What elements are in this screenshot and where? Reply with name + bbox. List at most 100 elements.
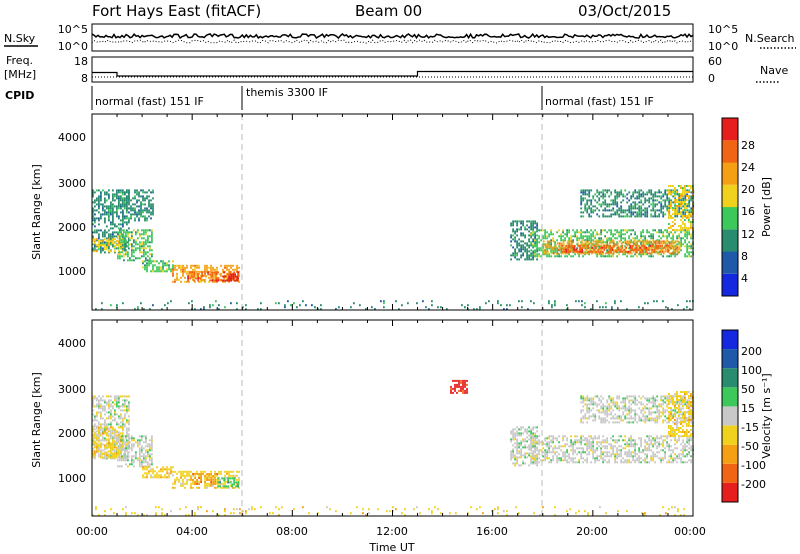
velocity-cell bbox=[552, 459, 554, 462]
velocity-cell bbox=[622, 401, 625, 404]
velocity-cell bbox=[546, 449, 548, 452]
power-cell bbox=[100, 193, 102, 196]
power-cell bbox=[96, 217, 98, 220]
power-cell bbox=[670, 246, 673, 249]
velocity-cell bbox=[131, 443, 133, 446]
velocity-cell bbox=[218, 482, 220, 485]
velocity-cell bbox=[596, 457, 598, 460]
velocity-cell bbox=[652, 439, 654, 442]
power-cell bbox=[112, 217, 114, 220]
power-cell bbox=[108, 193, 110, 196]
velocity-cell bbox=[580, 439, 582, 442]
power-cell bbox=[128, 201, 130, 204]
velocity-cell bbox=[186, 480, 188, 483]
power-cell bbox=[520, 244, 522, 247]
velocity-cell bbox=[644, 461, 646, 464]
power-cell bbox=[662, 240, 665, 243]
power-cell bbox=[562, 252, 565, 255]
velocity-cell bbox=[217, 485, 219, 488]
velocity-cell bbox=[602, 459, 604, 462]
power-cell bbox=[688, 229, 690, 231]
velocity-cell bbox=[534, 439, 536, 442]
power-cell bbox=[146, 191, 148, 194]
power-cell bbox=[192, 278, 194, 281]
velocity-cell bbox=[600, 421, 603, 424]
power-cell bbox=[620, 205, 623, 208]
velocity-cell bbox=[606, 401, 609, 404]
velocity-cell bbox=[512, 450, 514, 453]
power-cell bbox=[112, 211, 114, 214]
power-cell bbox=[98, 197, 100, 200]
power-cell bbox=[150, 217, 152, 220]
velocity-cell bbox=[584, 417, 587, 420]
velocity-cell bbox=[128, 445, 130, 448]
velocity-cell bbox=[110, 421, 112, 424]
power-cell bbox=[534, 226, 536, 229]
velocity-cell bbox=[124, 409, 126, 412]
power-cell bbox=[151, 241, 153, 244]
power-cell bbox=[126, 223, 128, 226]
power-cell bbox=[548, 300, 550, 303]
power-cell bbox=[193, 273, 195, 276]
power-cell bbox=[120, 247, 122, 250]
n-sky-label: N.Sky bbox=[4, 32, 36, 45]
power-cell bbox=[141, 241, 143, 244]
power-cell bbox=[616, 241, 618, 244]
power-cell bbox=[574, 231, 576, 234]
velocity-cell bbox=[596, 405, 599, 408]
power-ylabel: Slant Range [km] bbox=[30, 164, 43, 260]
power-cell bbox=[640, 199, 643, 202]
velocity-cell bbox=[151, 461, 153, 464]
velocity-cell bbox=[616, 455, 618, 458]
power-cell bbox=[688, 233, 690, 236]
velocity-cell bbox=[562, 455, 564, 458]
velocity-cell bbox=[94, 436, 96, 439]
velocity-cell bbox=[214, 473, 216, 475]
power-cell bbox=[167, 302, 169, 305]
power-cell bbox=[678, 205, 680, 207]
velocity-cell bbox=[518, 444, 520, 447]
velocity-cell bbox=[114, 419, 116, 422]
power-cell bbox=[152, 266, 154, 269]
velocity-cell bbox=[690, 459, 692, 462]
velocity-cell bbox=[660, 457, 662, 460]
power-cell bbox=[562, 244, 565, 247]
power-cell bbox=[604, 255, 606, 258]
power-cell bbox=[147, 239, 149, 242]
velocity-cell bbox=[552, 447, 554, 450]
power-cell bbox=[594, 205, 597, 208]
velocity-cell bbox=[172, 474, 174, 477]
velocity-cell bbox=[638, 451, 640, 454]
power-cell bbox=[299, 304, 301, 307]
power-cell bbox=[186, 280, 188, 283]
velocity-cell bbox=[608, 459, 610, 462]
power-cell bbox=[674, 197, 677, 200]
velocity-cell bbox=[158, 476, 160, 479]
power-cell bbox=[580, 199, 583, 202]
power-cell bbox=[590, 239, 592, 242]
velocity-cell bbox=[670, 455, 672, 458]
power-cell bbox=[554, 241, 556, 244]
power-cell bbox=[92, 207, 94, 210]
power-cell bbox=[672, 195, 675, 198]
power-cell bbox=[516, 222, 518, 225]
power-cell bbox=[652, 197, 655, 200]
power-cell bbox=[628, 205, 631, 208]
power-cell bbox=[206, 266, 208, 269]
power-cell bbox=[192, 276, 194, 279]
power-cell bbox=[112, 233, 114, 236]
velocity-cell bbox=[598, 415, 601, 418]
velocity-cell bbox=[512, 436, 514, 439]
power-cell bbox=[152, 260, 154, 263]
velocity-cell bbox=[546, 437, 548, 440]
power-cell bbox=[546, 249, 548, 252]
power-cell bbox=[624, 239, 626, 242]
power-cell bbox=[680, 241, 682, 244]
power-axis-ticks bbox=[91, 114, 694, 310]
power-cell bbox=[114, 195, 116, 198]
power-cell bbox=[554, 251, 556, 254]
velocity-cell bbox=[634, 403, 637, 406]
power-cell bbox=[116, 225, 118, 228]
power-cell bbox=[194, 266, 196, 269]
velocity-cell bbox=[141, 451, 143, 454]
